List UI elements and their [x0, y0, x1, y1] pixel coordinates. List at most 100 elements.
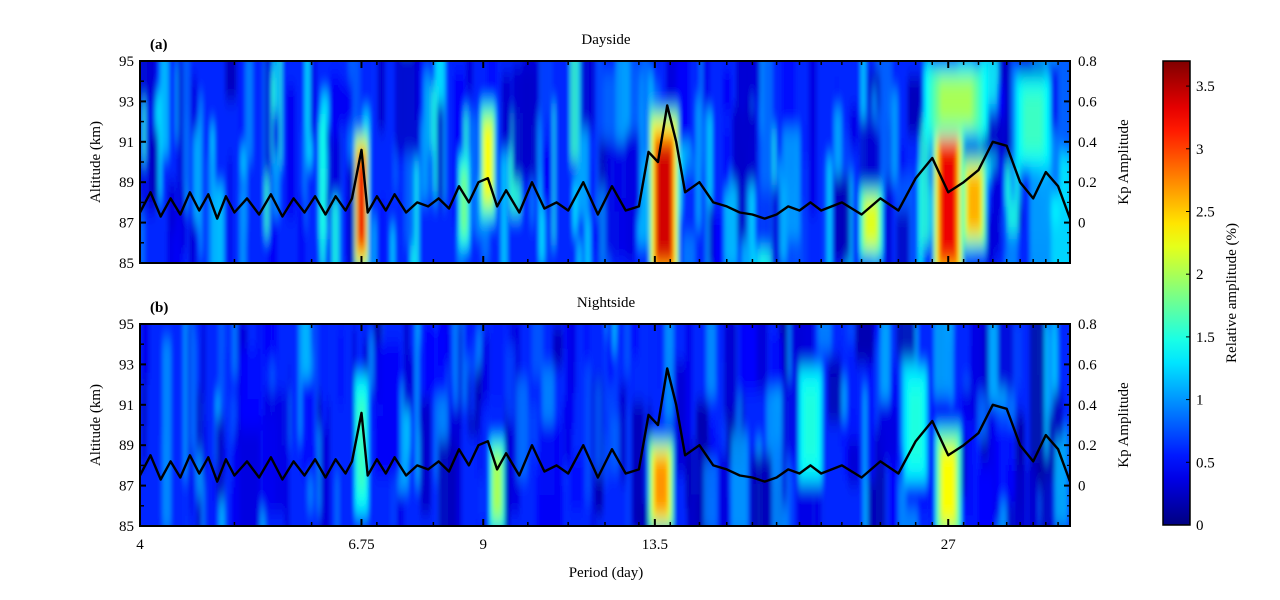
heatmap-streak	[501, 72, 512, 147]
heatmap-streak	[705, 205, 714, 263]
heatmap-streak	[495, 101, 500, 235]
heatmap-streak	[162, 339, 171, 526]
heatmap-streak	[160, 61, 169, 156]
heatmap-streak	[631, 402, 645, 526]
heatmap-low	[737, 324, 757, 393]
colorbar-tick-label: 1	[1196, 393, 1204, 409]
heatmap-streak	[896, 324, 916, 359]
heatmap-streak	[504, 399, 510, 526]
heatmap-peak	[940, 145, 956, 259]
heatmap-streak	[370, 61, 381, 141]
heatmap-streak	[625, 406, 630, 526]
heatmap-streak	[183, 61, 190, 190]
heatmap-streak	[230, 395, 237, 488]
heatmap-streak	[686, 442, 703, 526]
x-axis-title: Period (day)	[569, 565, 644, 581]
heatmap-cells	[140, 61, 1070, 263]
y2-tick-label: 0.4	[1078, 398, 1097, 414]
heatmap-low	[827, 358, 842, 423]
heatmap-streak	[271, 341, 276, 411]
y-tick-label: 91	[119, 135, 134, 151]
heatmap-low	[298, 198, 305, 263]
y2-tick-label: 0.8	[1078, 317, 1097, 333]
heatmap-streak	[562, 401, 573, 466]
heatmap-streak	[420, 71, 432, 202]
heatmap-streak	[210, 124, 215, 263]
heatmap-streak	[612, 324, 617, 353]
heatmap-streak	[516, 379, 528, 479]
panel-title-b: Nightside	[577, 295, 636, 311]
heatmap-streak	[368, 334, 375, 390]
heatmap-streak	[885, 122, 892, 263]
heatmap-streak	[821, 155, 828, 263]
heatmap-streak	[214, 184, 225, 263]
colorbar-tick-label: 2	[1196, 267, 1204, 283]
heatmap-peak	[804, 389, 817, 461]
heatmap-low	[625, 132, 640, 217]
y-tick-label: 95	[119, 54, 134, 70]
heatmap-streak	[584, 324, 590, 398]
heatmap-streak	[380, 198, 385, 263]
heatmap-streak	[474, 328, 484, 390]
heatmap-streak	[599, 186, 612, 263]
heatmap-low	[834, 176, 850, 263]
y2-tick-label: 0.2	[1078, 438, 1097, 454]
heatmap-streak	[199, 96, 203, 256]
heatmap-streak	[591, 377, 595, 526]
heatmap-streak	[207, 156, 213, 263]
heatmap-streak	[919, 118, 930, 248]
heatmap-streak	[1051, 324, 1058, 454]
heatmap-low	[877, 407, 899, 463]
heatmap-low	[723, 126, 730, 192]
heatmap-streak	[724, 173, 738, 263]
heatmap-streak	[434, 324, 438, 479]
heatmap-streak	[190, 324, 195, 451]
heatmap-streak	[1030, 163, 1052, 263]
heatmap-streak	[786, 324, 799, 456]
heatmap-streak	[817, 324, 832, 351]
heatmap-low	[395, 61, 420, 154]
heatmap-streak	[641, 61, 649, 160]
colorbar-tick-label: 0	[1196, 518, 1204, 534]
heatmap-streak	[526, 405, 539, 453]
heatmap-low	[619, 384, 627, 482]
x-tick-label: 6.75	[348, 537, 374, 553]
y-tick-label: 91	[119, 398, 134, 414]
y-tick-label: 95	[119, 317, 134, 333]
heatmap-streak	[393, 144, 398, 193]
y-tick-label: 93	[119, 357, 134, 373]
heatmap-streak	[986, 213, 995, 263]
heatmap-low	[327, 135, 342, 195]
heatmap-low	[552, 325, 564, 368]
y-axis-title-b: Altitude (km)	[88, 384, 104, 466]
y2-axis-title-b: Kp Amplitude	[1116, 382, 1132, 468]
heatmap-low	[1047, 61, 1059, 132]
heatmap-streak	[531, 324, 544, 377]
heatmap-peak	[967, 174, 981, 231]
heatmap-streak	[302, 132, 307, 228]
heatmap-low	[542, 145, 552, 202]
heatmap-streak	[569, 61, 579, 163]
heatmap-streak	[925, 186, 938, 239]
heatmap-low	[231, 442, 240, 526]
heatmap-streak	[788, 469, 794, 526]
heatmap-streak	[664, 324, 674, 423]
panel-label-b: (b)	[150, 300, 168, 316]
colorbar: 0 0.5 1 1.5 2 2.5 3 3.5 Relative amplitude (%)	[1162, 60, 1240, 534]
colorbar-tick-label: 3	[1196, 142, 1204, 158]
y2-tick-label: 0.6	[1078, 94, 1097, 110]
heatmap-streak	[1010, 65, 1016, 200]
heatmap-streak	[731, 433, 748, 526]
heatmap-nightside	[140, 324, 1070, 526]
heatmap-streak	[492, 324, 504, 402]
heatmap-streak	[377, 61, 385, 131]
heatmap-streak	[866, 324, 876, 479]
heatmap-low	[790, 324, 814, 366]
heatmap-streak	[319, 400, 331, 526]
heatmap-low	[958, 436, 967, 497]
heatmap-low	[580, 61, 595, 130]
heatmap-streak	[372, 218, 377, 263]
heatmap-streak	[842, 324, 848, 394]
heatmap-streak	[782, 128, 801, 239]
heatmap-low	[995, 424, 1016, 502]
